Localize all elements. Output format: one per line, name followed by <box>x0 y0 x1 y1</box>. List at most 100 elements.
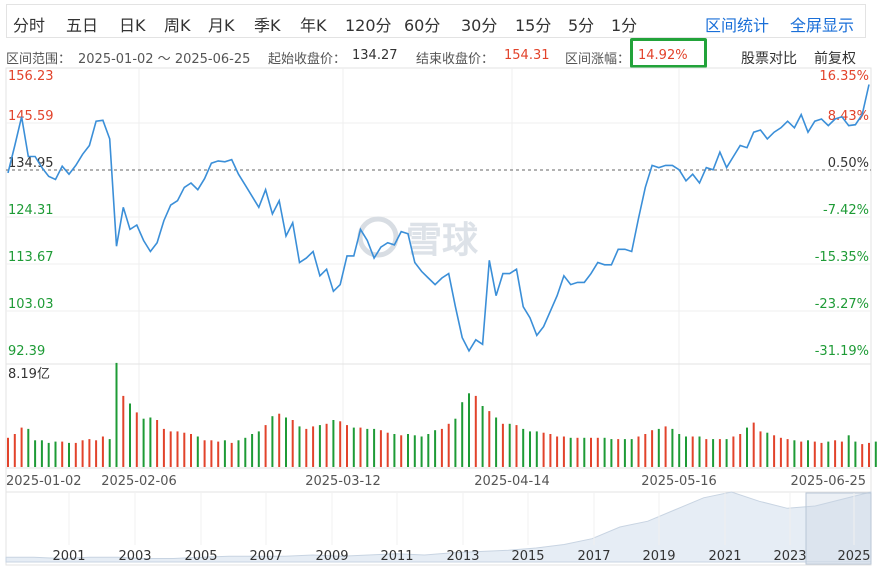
volume-bar <box>190 434 192 467</box>
volume-bar <box>773 435 776 467</box>
volume-bar <box>562 436 565 467</box>
tab-5min[interactable]: 5分 <box>568 16 595 35</box>
tab-120min[interactable]: 120分 <box>345 16 392 35</box>
volume-bar <box>305 428 308 467</box>
change-highlight-box <box>630 38 707 68</box>
volume-bar <box>515 425 518 467</box>
y-tick-label-left-4: 113.67 <box>8 250 54 265</box>
volume-bar <box>34 440 37 467</box>
tab-monthly-k[interactable]: 月K <box>208 16 235 35</box>
volume-bar <box>122 395 125 467</box>
volume-bar <box>210 440 213 467</box>
volume-bar <box>827 441 830 467</box>
volume-bar <box>162 428 165 467</box>
volume-bar <box>54 441 57 467</box>
volume-bar <box>752 422 755 467</box>
interval-stats-button[interactable]: 区间统计 <box>705 16 770 35</box>
volume-bar <box>590 437 592 467</box>
y-tick-label-right-5: -23.27% <box>815 297 869 312</box>
overview-year-label-5: 2011 <box>380 549 413 564</box>
tab-15min[interactable]: 15分 <box>515 16 552 35</box>
volume-bar <box>27 428 30 467</box>
volume-bar <box>230 442 233 467</box>
volume-bar <box>156 420 159 467</box>
volume-bar <box>183 432 186 467</box>
y-tick-label-right-3: -7.42% <box>823 203 869 218</box>
volume-bar <box>447 423 450 467</box>
volume-bar <box>508 423 511 467</box>
volume-bar <box>637 436 640 467</box>
end-close-label: 结束收盘价： <box>416 52 495 67</box>
volume-bar <box>413 435 416 467</box>
volume-bar <box>400 435 403 467</box>
volume-bar <box>420 436 423 467</box>
y-tick-label-left-6: 92.39 <box>8 344 45 359</box>
overview-year-label-1: 2003 <box>118 549 151 564</box>
tab-five-day[interactable]: 五日 <box>66 16 99 35</box>
volume-bar <box>854 441 857 467</box>
volume-bar <box>251 434 254 467</box>
volume-bar <box>657 428 660 467</box>
tab-1min[interactable]: 1分 <box>611 16 638 35</box>
volume-bar <box>759 431 762 467</box>
volume-bar <box>786 439 789 467</box>
volume-bar <box>386 432 389 467</box>
volume-bar <box>217 441 220 467</box>
volume-bar <box>603 437 606 467</box>
price-series-line <box>7 84 870 353</box>
volume-bar <box>474 395 477 467</box>
interval-change-value: 14.92% <box>638 48 688 63</box>
volume-bar <box>278 413 281 467</box>
volume-bar <box>318 425 321 467</box>
volume-bar <box>74 442 77 467</box>
volume-bar <box>779 437 782 467</box>
volume-bar <box>610 439 613 467</box>
volume-bar <box>698 436 701 467</box>
volume-bar <box>488 411 491 467</box>
y-tick-label-right-0: 16.35% <box>819 69 869 84</box>
tab-quarterly-k[interactable]: 季K <box>254 16 281 35</box>
y-tick-label-left-3: 124.31 <box>8 203 54 218</box>
volume-bar <box>298 426 301 467</box>
volume-bar <box>705 439 708 467</box>
volume-bar <box>732 436 735 467</box>
overview-year-label-10: 2021 <box>708 549 741 564</box>
volume-bar <box>223 440 226 467</box>
volume-bar <box>868 442 870 467</box>
forward-adjust-toggle[interactable]: 前复权 <box>814 51 856 67</box>
volume-bar <box>725 439 728 467</box>
x-tick-label-3: 2025-04-14 <box>474 474 550 489</box>
volume-bar <box>596 437 599 467</box>
tab-30min[interactable]: 30分 <box>461 16 498 35</box>
tab-60min[interactable]: 60分 <box>404 16 441 35</box>
y-tick-label-left-2: 134.95 <box>8 156 54 171</box>
overview-selection-window <box>805 492 872 565</box>
volume-bar <box>373 428 376 467</box>
fullscreen-button[interactable]: 全屏显示 <box>790 16 855 35</box>
tab-daily-k[interactable]: 日K <box>119 16 146 35</box>
volume-bar <box>576 437 579 467</box>
y-tick-label-left-1: 145.59 <box>8 109 54 124</box>
volume-bar <box>359 427 362 467</box>
volume-bar <box>332 420 335 467</box>
volume-bar <box>346 425 348 467</box>
volume-bar <box>169 431 172 467</box>
volume-bar <box>149 417 152 467</box>
interval-change-label: 区间涨幅： <box>565 52 631 67</box>
volume-bar <box>861 444 864 467</box>
volume-bar <box>61 441 64 467</box>
volume-bar <box>101 436 104 467</box>
volume-bar <box>766 432 769 467</box>
tab-weekly-k[interactable]: 周K <box>164 16 191 35</box>
tab-yearly-k[interactable]: 年K <box>300 16 327 35</box>
volume-bar <box>678 434 681 467</box>
volume-bar <box>434 430 437 467</box>
volume-bar <box>556 436 559 467</box>
volume-bar <box>203 440 206 467</box>
volume-bar <box>569 437 572 467</box>
tab-timeshare[interactable]: 分时 <box>13 16 46 35</box>
y-tick-label-left-0: 156.23 <box>8 69 54 84</box>
volume-bar <box>13 434 16 467</box>
stock-compare-button[interactable]: 股票对比 <box>741 51 797 67</box>
